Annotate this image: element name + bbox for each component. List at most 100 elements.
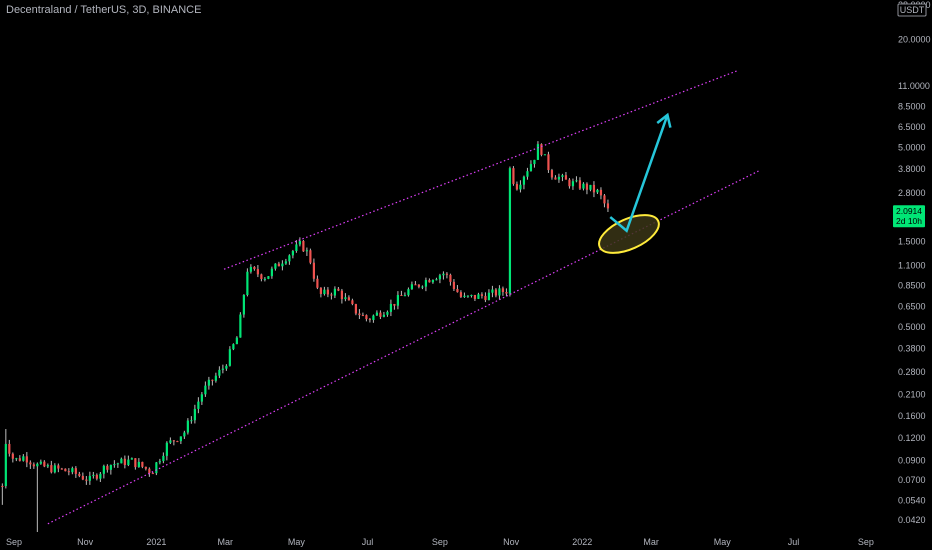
- candle: [116, 462, 119, 468]
- price-axis[interactable]: 28.0000USDT20.000011.00008.50006.50005.0…: [893, 0, 931, 525]
- candle-body: [473, 294, 477, 299]
- candle: [526, 167, 529, 180]
- candle-body: [417, 284, 421, 287]
- candle: [169, 437, 172, 445]
- candle: [431, 279, 435, 284]
- candle: [319, 287, 322, 298]
- candle: [382, 311, 386, 318]
- candle-body: [95, 474, 98, 479]
- candle: [298, 237, 301, 247]
- time-axis[interactable]: Sep Nov 2021 Mar May Jul Sep Nov 2022 Mar May Jul Se…: [6, 537, 874, 547]
- candle-body: [200, 394, 203, 402]
- support-zone-ellipse[interactable]: [594, 207, 665, 260]
- candle-body: [536, 144, 540, 160]
- candle-body: [344, 297, 347, 300]
- candle-body: [137, 461, 140, 468]
- candle: [130, 457, 133, 460]
- y-tick-label: 1.1000: [898, 261, 926, 271]
- candle: [323, 286, 326, 296]
- candle: [515, 181, 519, 191]
- y-tick-label: 3.8000: [898, 164, 926, 174]
- candle-body: [407, 289, 410, 296]
- candle-body: [477, 294, 480, 299]
- candle: [606, 199, 610, 212]
- y-tick-label: 0.0540: [898, 495, 926, 505]
- candle: [162, 452, 165, 464]
- candle-body: [424, 280, 428, 287]
- candle: [253, 266, 256, 271]
- candle-body: [232, 344, 235, 350]
- candle: [603, 194, 606, 208]
- candle: [158, 458, 161, 465]
- candle: [445, 272, 449, 279]
- candle-body: [585, 183, 589, 190]
- candle-body: [435, 279, 438, 281]
- candle: [498, 285, 501, 300]
- candle-body: [57, 465, 60, 469]
- candle-body: [148, 468, 151, 474]
- candle-body: [592, 184, 596, 193]
- candle: [11, 452, 14, 463]
- candle-body: [92, 474, 95, 476]
- candle-body: [64, 468, 67, 472]
- candle: [494, 288, 498, 298]
- candle: [365, 314, 368, 322]
- candle-body: [270, 268, 273, 277]
- candle: [1, 483, 4, 505]
- candle: [456, 285, 459, 293]
- x-tick-label: Jul: [362, 537, 374, 547]
- y-tick-label: 8.5000: [898, 101, 926, 111]
- candle-body: [246, 271, 249, 295]
- candle: [85, 476, 88, 485]
- candle-body: [102, 465, 105, 474]
- candle: [316, 275, 319, 290]
- candle: [477, 292, 480, 300]
- candle: [57, 463, 60, 473]
- candlestick-series: [1, 141, 610, 532]
- y-tick-label: 5.0000: [898, 143, 926, 153]
- candle-body: [176, 441, 179, 443]
- candle: [568, 178, 571, 189]
- candle: [214, 372, 217, 383]
- candle: [186, 418, 189, 435]
- candle: [113, 460, 116, 468]
- candle-body: [78, 473, 81, 476]
- candle-body: [529, 164, 533, 172]
- candle: [95, 473, 98, 481]
- candle: [561, 173, 564, 182]
- candle: [144, 466, 147, 471]
- candle: [309, 248, 312, 265]
- candle-body: [358, 313, 361, 316]
- candle: [512, 166, 515, 186]
- target-arrow-line[interactable]: [609, 114, 669, 233]
- quote-currency-text: USDT: [900, 5, 925, 15]
- candle-body: [393, 303, 396, 306]
- candle: [344, 293, 347, 302]
- x-tick-label: Sep: [858, 537, 874, 547]
- candle: [127, 455, 130, 467]
- candle: [99, 472, 102, 482]
- candle-body: [487, 292, 491, 301]
- candle: [414, 281, 417, 286]
- candle-body: [554, 177, 557, 180]
- candle-body: [249, 266, 252, 272]
- candle-body: [564, 175, 568, 180]
- candle-body: [330, 294, 333, 296]
- candle-body: [498, 288, 501, 296]
- quote-currency-badge: USDT: [897, 3, 927, 17]
- candle: [407, 287, 410, 297]
- candle-body: [501, 288, 505, 293]
- candle-body: [281, 263, 284, 267]
- candle-body: [442, 273, 445, 276]
- candle: [270, 266, 273, 279]
- target-arrow-head[interactable]: [656, 112, 672, 128]
- candle-body: [277, 263, 280, 267]
- candle: [389, 299, 393, 317]
- candle: [372, 314, 375, 323]
- drawing-layer[interactable]: [47, 69, 759, 525]
- candle: [263, 277, 266, 282]
- candle: [71, 466, 74, 475]
- candle: [540, 143, 543, 157]
